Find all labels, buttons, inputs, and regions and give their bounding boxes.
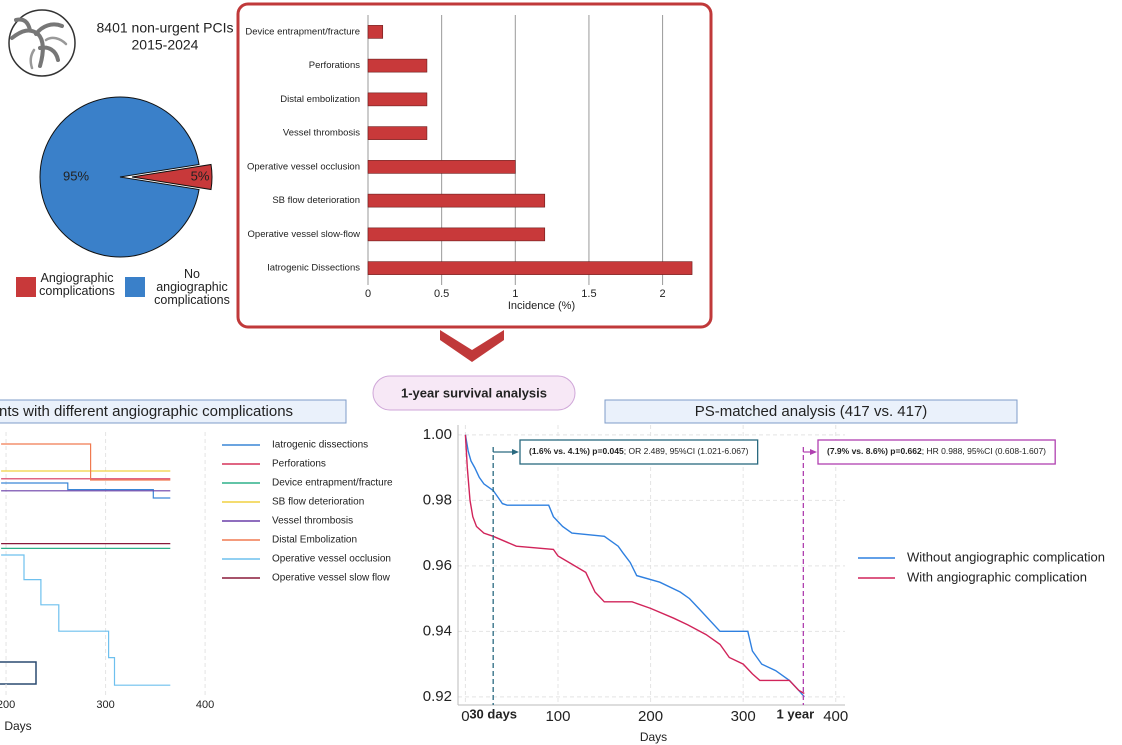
x-tick-label: 200 — [0, 699, 15, 711]
figure: 8401 non-urgent PCIs 2015-2024 1-year su… — [0, 0, 1122, 745]
legend-label: Angiographic complications — [38, 272, 116, 298]
cohort-years: 2015-2024 — [132, 37, 199, 53]
bar — [368, 262, 692, 275]
x-axis-label: Incidence (%) — [508, 300, 575, 312]
legend-label: Without angiographic complication — [907, 549, 1105, 564]
reference-label: 30 days — [469, 706, 517, 721]
annotation-detail: ; OR 2.489, 95%CI (1.021-6.067) — [624, 446, 749, 456]
annotation-text: (1.6% vs. 4.1%) p=0.045; OR 2.489, 95%CI… — [529, 446, 749, 456]
x-tick-label: 2 — [660, 288, 666, 300]
bar — [368, 59, 427, 72]
km-curve — [1, 555, 170, 685]
legend-swatch — [16, 277, 36, 297]
annotation-arrowhead — [512, 449, 519, 455]
bar — [368, 93, 427, 106]
legend-label: No angiographic complications — [148, 268, 236, 307]
legend-label: Distal Embolization — [272, 535, 357, 546]
y-tick-label: Operative vessel occlusion — [247, 161, 360, 172]
y-tick-label: Distal embolization — [280, 94, 360, 105]
x-tick-label: 100 — [545, 708, 570, 725]
banner: 1-year survival analysis — [401, 385, 547, 400]
cohort-title: 8401 non-urgent PCIs — [97, 20, 234, 36]
legend-label: Device entrapment/fracture — [272, 478, 393, 489]
km-curve — [465, 435, 804, 694]
km-curve — [1, 444, 170, 480]
x-axis-label: Days — [4, 719, 31, 733]
annotation-detail: ; HR 0.988, 95%CI (0.608-1.607) — [922, 446, 1046, 456]
y-tick-label: 0.96 — [423, 557, 452, 574]
legend-label: With angiographic complication — [907, 569, 1087, 584]
y-tick-label: 1.00 — [423, 426, 452, 443]
x-tick-label: 400 — [823, 708, 848, 725]
y-tick-label: Vessel thrombosis — [283, 128, 360, 139]
cohort-icon — [9, 10, 75, 76]
reference-label: 1 year — [777, 706, 815, 721]
x-tick-label: 0 — [365, 288, 371, 300]
annotation-bold: (7.9% vs. 8.6%) p=0.662 — [827, 446, 922, 456]
y-tick-label: Operative vessel slow-flow — [248, 229, 361, 240]
legend-label: Operative vessel occlusion — [272, 554, 391, 565]
annotation-text: (7.9% vs. 8.6%) p=0.662; HR 0.988, 95%CI… — [827, 446, 1046, 456]
arrow-down — [440, 330, 504, 362]
x-tick-label: 400 — [196, 699, 214, 711]
chart-title: nts with different angiographic complica… — [0, 403, 293, 420]
legend-label: Perforations — [272, 459, 326, 470]
legend-label: Iatrogenic dissections — [272, 440, 368, 451]
legend-label: SB flow deterioration — [272, 497, 364, 508]
pie-label: 95% — [63, 168, 89, 183]
page: 8401 non-urgent PCIs 2015-2024 1-year su… — [0, 0, 1122, 745]
bar — [368, 25, 383, 38]
legend-label: Operative vessel slow flow — [272, 573, 391, 584]
chart-title: PS-matched analysis (417 vs. 417) — [695, 403, 928, 420]
pie-label: 5% — [191, 168, 210, 183]
y-tick-label: 0.94 — [423, 622, 452, 639]
y-tick-label: 0.98 — [423, 491, 452, 508]
x-tick-label: 0.5 — [434, 288, 449, 300]
annotation-box — [0, 662, 36, 684]
y-tick-label: Iatrogenic Dissections — [267, 263, 360, 274]
annotation-arrowhead — [810, 449, 817, 455]
y-tick-label: Device entrapment/fracture — [245, 26, 360, 37]
x-tick-label: 1 — [512, 288, 518, 300]
x-tick-label: 300 — [731, 708, 756, 725]
annotation-bold: (1.6% vs. 4.1%) p=0.045 — [529, 446, 624, 456]
x-tick-label: 200 — [638, 708, 663, 725]
y-tick-label: Perforations — [309, 60, 360, 71]
y-tick-label: 0.92 — [423, 688, 452, 705]
x-axis-label: Days — [640, 730, 667, 744]
legend-label: Vessel thrombosis — [272, 516, 353, 527]
y-tick-label: SB flow deterioration — [272, 195, 360, 206]
x-tick-label: 300 — [96, 699, 114, 711]
legend-swatch — [125, 277, 145, 297]
bar — [368, 228, 545, 241]
bar — [368, 160, 515, 173]
x-tick-label: 1.5 — [581, 288, 596, 300]
bar — [368, 127, 427, 140]
bar — [368, 194, 545, 207]
x-tick-label: 0 — [461, 708, 469, 725]
